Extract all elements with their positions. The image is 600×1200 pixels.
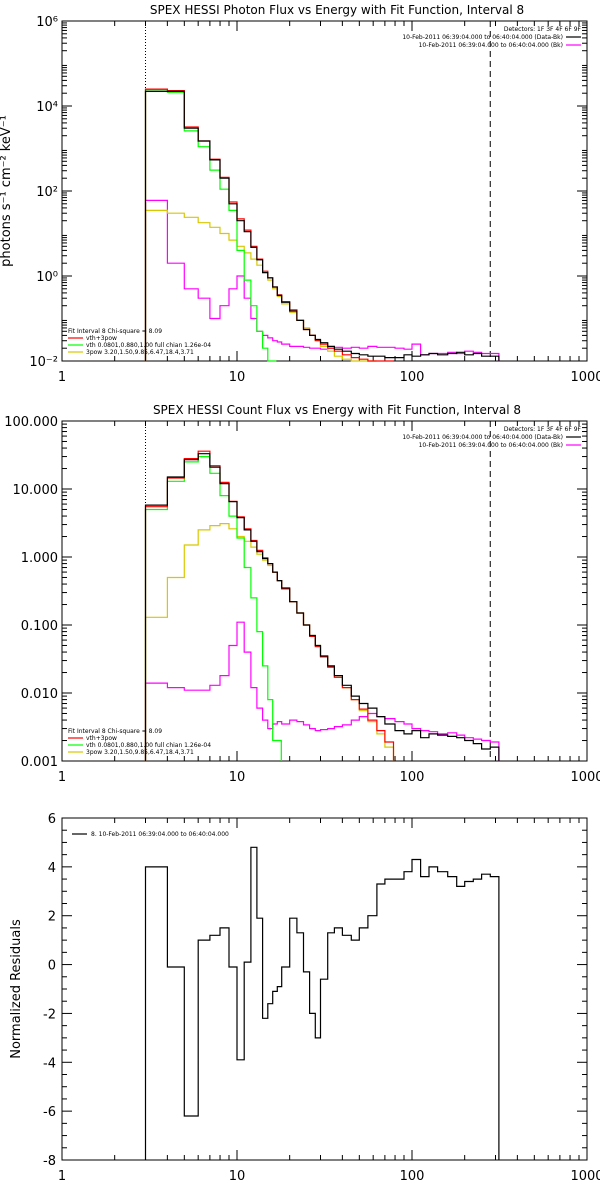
panel1-title: SPEX HESSI Photon Flux vs Energy with Fi…	[150, 3, 524, 17]
panel2-title: SPEX HESSI Count Flux vs Energy with Fit…	[153, 403, 521, 417]
legend-right-label: 10-Feb-2011 06:39:04.000 to 06:40:04.000…	[419, 442, 563, 449]
x-tick-label: 10	[229, 770, 246, 785]
y-tick-label: 10⁰	[36, 270, 58, 285]
y-tick-label: -2	[43, 1007, 56, 1022]
x-tick-label: 1000	[570, 770, 600, 785]
x-tick-label: 10	[229, 1169, 246, 1184]
y-tick-label: 0.010	[21, 687, 58, 702]
residuals-panel: Normalized Residuals 1 10 100 1000 -8 -6 -4 -2 0…	[9, 812, 600, 1184]
x-tick-label: 1000	[570, 1169, 600, 1184]
series-data	[144, 453, 500, 761]
x-tick-label: 100	[400, 770, 425, 785]
x-tick-label: 100	[400, 370, 425, 385]
legend-left-label: vth+3pow	[86, 735, 117, 742]
legend-left-header: Fit Interval 8 Chi-square = 8.09	[68, 328, 162, 335]
legend-label: 8. 10-Feb-2011 06:39:04.000 to 06:40:04.…	[91, 831, 229, 838]
legend-left-label: vth 0.0801,0.880,1.00 full chian 1.26e-0…	[86, 742, 211, 749]
y-tick-label: 0.001	[21, 755, 58, 770]
y-tick-label: 10⁶	[36, 15, 58, 30]
panel1-ylabel: photons s⁻¹ cm⁻² keV⁻¹	[0, 115, 14, 267]
legend-right-header: Detectors: 1F 3F 4F 6F 9F	[504, 26, 582, 33]
y-tick-label: 10⁻²	[29, 355, 58, 370]
x-tick-label: 100	[400, 1169, 425, 1184]
legend-left-label: 3pow 3.20,1.50,9.85,6.47,18.4,3.71	[86, 349, 194, 356]
x-tick-label: 1	[58, 1169, 66, 1184]
legend-right-label: 10-Feb-2011 06:39:04.000 to 06:40:04.000…	[402, 434, 563, 441]
series-residuals	[144, 846, 500, 1160]
y-tick-label: 0	[48, 959, 56, 974]
y-tick-label: 10.000	[13, 483, 59, 498]
y-tick-label: -8	[43, 1154, 56, 1169]
x-tick-label: 1	[58, 770, 66, 785]
x-tick-label: 1	[58, 370, 66, 385]
legend-left-label: vth 0.0801,0.880,1.00 full chian 1.26e-0…	[86, 342, 211, 349]
x-tick-label: 10	[229, 370, 246, 385]
y-tick-label: -4	[43, 1056, 56, 1071]
count-flux-panel: SPEX HESSI Count Flux vs Energy with Fit…	[4, 403, 600, 785]
legend-left-header: Fit Interval 8 Chi-square = 8.09	[68, 728, 162, 735]
y-tick-label: 6	[48, 812, 56, 827]
panel2-plot-frame	[61, 420, 588, 762]
y-tick-label: -6	[43, 1105, 56, 1120]
legend-right-header: Detectors: 1F 3F 4F 6F 9F	[504, 426, 582, 433]
x-tick-label: 1000	[570, 370, 600, 385]
series-power-law	[144, 209, 377, 362]
y-tick-label: 4	[48, 861, 56, 876]
photon-flux-panel: SPEX HESSI Photon Flux vs Energy with Fi…	[0, 3, 600, 385]
y-tick-label: 10²	[36, 185, 58, 200]
y-tick-label: 100.000	[4, 415, 58, 430]
panel3-ylabel: Normalized Residuals	[9, 919, 24, 1059]
y-tick-label: 2	[48, 910, 56, 925]
legend-right-label: 10-Feb-2011 06:39:04.000 to 06:40:04.000…	[419, 42, 563, 49]
legend-left-label: 3pow 3.20,1.50,9.85,6.47,18.4,3.71	[86, 749, 194, 756]
y-tick-label: 10⁴	[36, 100, 58, 115]
y-tick-label: 0.100	[21, 619, 58, 634]
legend-right-label: 10-Feb-2011 06:39:04.000 to 06:40:04.000…	[402, 34, 563, 41]
y-tick-label: 1.000	[21, 551, 58, 566]
legend-left-label: vth+3pow	[86, 335, 117, 342]
series-data	[144, 90, 500, 361]
